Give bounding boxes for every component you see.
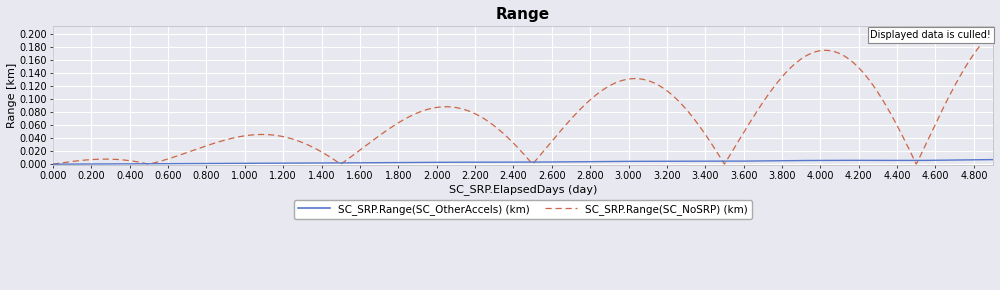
Legend: SC_SRP.Range(SC_OtherAccels) (km), SC_SRP.Range(SC_NoSRP) (km): SC_SRP.Range(SC_OtherAccels) (km), SC_SR… bbox=[294, 200, 752, 219]
Y-axis label: Range [km]: Range [km] bbox=[7, 63, 17, 128]
Text: Displayed data is culled!: Displayed data is culled! bbox=[870, 30, 991, 40]
Title: Range: Range bbox=[496, 7, 550, 22]
X-axis label: SC_SRP.ElapsedDays (day): SC_SRP.ElapsedDays (day) bbox=[449, 184, 597, 195]
